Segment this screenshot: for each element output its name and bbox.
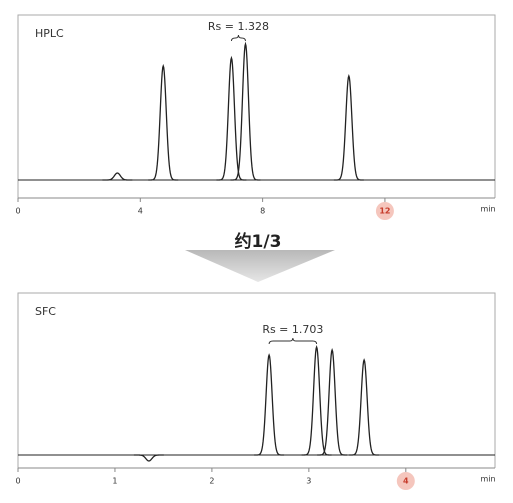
x-tick-label: 0 [15, 477, 20, 486]
peak [102, 172, 133, 181]
peak [317, 348, 348, 456]
frame [17, 292, 496, 468]
x-axis-label: min [480, 205, 495, 214]
peak [349, 358, 380, 456]
resolution-brace [268, 337, 318, 345]
x-tick-label: 2 [209, 477, 214, 486]
x-tick-label: 3 [306, 477, 311, 486]
peak [133, 454, 164, 462]
peak [148, 63, 179, 181]
x-tick-label: 12 [379, 207, 390, 216]
x-tick-label: 4 [138, 207, 143, 216]
peak [216, 55, 247, 181]
peak [230, 41, 261, 181]
x-tick-label: 1 [112, 477, 117, 486]
x-tick-label: 8 [260, 207, 265, 216]
reduction-label: 约1/3 [235, 231, 282, 252]
peak [301, 344, 332, 456]
x-tick-label: 0 [15, 207, 20, 216]
peak [333, 74, 364, 181]
tick-highlight [375, 202, 394, 220]
frame [17, 14, 496, 198]
arrow [185, 250, 335, 282]
panel-title: HPLC [35, 27, 64, 40]
x-tick-label: 4 [403, 477, 409, 486]
resolution-brace [230, 34, 246, 42]
panel-title: SFC [35, 305, 56, 318]
peak [254, 353, 285, 456]
tick-highlight [396, 472, 415, 490]
resolution-label: Rs = 1.703 [262, 323, 323, 336]
x-axis-label: min [480, 475, 495, 484]
resolution-label: Rs = 1.328 [208, 20, 269, 33]
